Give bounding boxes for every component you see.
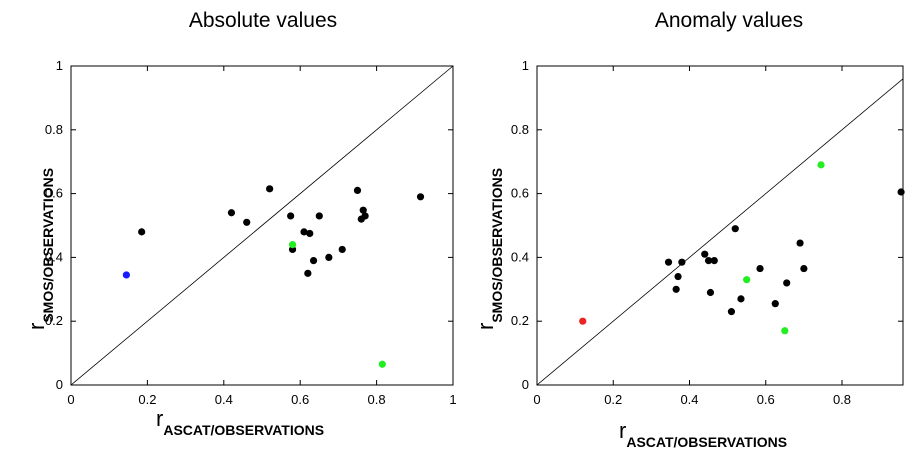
x-tick-label: 0: [67, 392, 74, 407]
scatter-point: [781, 327, 789, 335]
y-tick-label: 0.6: [45, 186, 63, 201]
x-tick-label: 0.8: [833, 392, 851, 407]
scatter-point: [672, 285, 680, 293]
scatter-point: [704, 256, 713, 265]
y-axis-label: rSMOS/OBSERVATIONS: [473, 168, 505, 330]
x-axis-label-main: r: [619, 418, 626, 443]
scatter-point: [800, 264, 808, 273]
y-axis-label-main: r: [24, 323, 49, 330]
x-tick-label: 0: [533, 392, 540, 407]
x-axis-ticks: 0 0.2 0.4 0.6 0.8 1: [67, 66, 457, 407]
scatter-point: [306, 229, 314, 238]
x-tick-label: 1: [449, 392, 456, 407]
scatter-point: [678, 258, 686, 266]
scatter-point: [353, 186, 362, 195]
scatter-point: [300, 228, 308, 236]
scatter-point: [706, 288, 715, 297]
x-tick-label: 0.4: [680, 392, 698, 407]
scatter-point: [771, 300, 779, 308]
scatter-point: [359, 206, 367, 214]
plot-area: [536, 65, 904, 386]
x-tick-label: 0.6: [291, 392, 309, 407]
y-tick-label: 0.4: [511, 249, 529, 264]
scatter-point: [897, 188, 905, 196]
scatter-point: [378, 360, 386, 368]
y-axis-ticks: 0 0.2 0.4 0.6 0.8 1: [511, 58, 903, 392]
x-tick-label: 0.8: [368, 392, 386, 407]
scatter-point: [122, 271, 130, 279]
scatter-point: [710, 256, 718, 265]
scatter-point: [287, 212, 295, 220]
scatter-point: [579, 317, 587, 325]
x-tick-label: 0.4: [215, 392, 233, 407]
scatter-point: [338, 245, 346, 254]
y-tick-label: 0: [522, 377, 529, 392]
y-tick-label: 0.2: [511, 313, 529, 328]
y-axis-ticks: 0 0.2 0.4 0.6 0.8 1: [45, 58, 453, 392]
one-to-one-line: [70, 65, 454, 386]
scatter-points: [579, 161, 905, 335]
scatter-point: [227, 209, 236, 217]
scatter-point: [304, 269, 312, 277]
y-tick-label: 1: [56, 58, 63, 73]
scatter-point: [701, 250, 709, 258]
scatter-point: [664, 258, 673, 266]
scatter-point: [737, 295, 745, 303]
scatter-point: [416, 193, 425, 201]
scatter-point: [243, 218, 251, 226]
y-axis-label-main: r: [473, 323, 498, 330]
x-axis-label-sub: ASCAT/OBSERVATIONS: [163, 422, 324, 438]
y-tick-label: 0.8: [45, 122, 63, 137]
y-tick-label: 1: [522, 58, 529, 73]
y-tick-label: 0: [56, 377, 63, 392]
scatter-point: [325, 253, 333, 261]
scatter-point: [731, 225, 739, 233]
scatter-point: [361, 212, 369, 220]
scatter-point: [674, 272, 682, 281]
chart-title: Anomaly values: [655, 9, 803, 32]
scatter-point: [743, 276, 751, 284]
scatter-point: [727, 308, 736, 316]
scatter-point: [138, 228, 146, 236]
y-tick-label: 0.8: [511, 122, 529, 137]
y-axis-label-sub: SMOS/OBSERVATIONS: [40, 168, 56, 323]
scatter-point: [796, 239, 804, 247]
y-tick-label: 0.6: [511, 186, 529, 201]
x-axis-label: rASCAT/OBSERVATIONS: [156, 406, 324, 438]
scatter-point: [266, 185, 274, 193]
x-axis-ticks: 0 0.2 0.4 0.6 0.8: [533, 66, 851, 407]
y-axis-label-sub: SMOS/OBSERVATIONS: [489, 168, 505, 323]
x-axis-label-sub: ASCAT/OBSERVATIONS: [626, 434, 787, 450]
scatter-point: [309, 256, 318, 265]
scatter-point: [817, 161, 825, 169]
scatter-point: [783, 279, 791, 287]
x-tick-label: 0.6: [757, 392, 775, 407]
scatter-point: [315, 212, 323, 220]
x-tick-label: 0.2: [604, 392, 622, 407]
x-axis-label: rASCAT/OBSERVATIONS: [619, 418, 787, 450]
scatter-point: [288, 241, 297, 249]
x-tick-label: 0.2: [138, 392, 156, 407]
chart-absolute-values: Absolute values 0 0.2 0.4 0.6 0.8 1 0 0.2 0.4 0.…: [24, 9, 457, 438]
one-to-one-line: [536, 78, 904, 386]
chart-title: Absolute values: [189, 9, 337, 32]
scatter-point: [756, 264, 764, 273]
chart-anomaly-values: Anomaly values 0 0.2 0.4 0.6 0.8 00.20.40.60…: [473, 9, 905, 450]
scatter-points: [122, 185, 425, 368]
y-tick-label: 0.2: [45, 313, 63, 328]
y-axis-label: rSMOS/OBSERVATIONS: [24, 168, 56, 330]
x-axis-label-main: r: [156, 406, 163, 431]
y-tick-label: 0.4: [45, 249, 63, 264]
